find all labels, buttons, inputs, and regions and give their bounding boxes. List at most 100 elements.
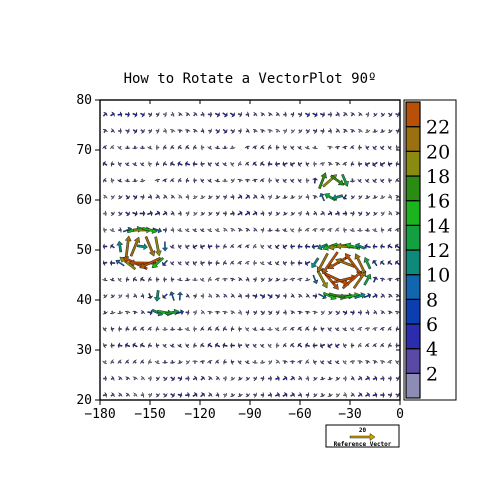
vector-arrow: [357, 342, 362, 348]
vector-arrow: [365, 211, 371, 216]
vector-arrow: [342, 327, 348, 331]
vector-arrow: [140, 293, 145, 299]
vector-arrow: [304, 145, 310, 150]
vector-arrow: [140, 376, 145, 381]
vector-arrow: [102, 360, 108, 365]
vector-arrow: [312, 342, 318, 349]
vector-arrow: [125, 111, 130, 118]
vector-arrow: [200, 211, 206, 216]
vector-arrow: [253, 376, 258, 382]
vector-arrow: [124, 235, 132, 258]
vector-arrow: [170, 210, 175, 216]
vector-arrow: [349, 327, 355, 332]
vector-arrow: [364, 327, 371, 331]
vector-arrow: [147, 194, 152, 200]
vector-arrow: [110, 161, 115, 167]
x-tick-label: −60: [288, 407, 311, 422]
y-tick-label: 20: [76, 393, 92, 408]
vector-arrow: [162, 210, 168, 217]
vector-arrow: [185, 360, 190, 365]
vector-arrow: [305, 392, 310, 398]
vector-arrow: [102, 277, 108, 282]
vector-arrow: [319, 228, 326, 232]
vector-arrow: [215, 211, 220, 217]
reference-vector-label: Reference Vector: [334, 441, 392, 448]
vector-arrow: [350, 392, 355, 397]
vector-arrow: [147, 309, 153, 316]
vector-arrow: [274, 244, 280, 250]
vector-arrow: [184, 228, 190, 232]
vector-arrow: [207, 243, 213, 250]
vector-arrow: [268, 360, 273, 365]
vector-arrow: [327, 393, 333, 397]
vector-arrow: [110, 342, 115, 349]
vector-arrow: [313, 359, 317, 365]
vector-arrow: [395, 112, 400, 118]
vector-arrow: [282, 326, 287, 331]
vector-arrow: [148, 276, 152, 282]
vector-arrow: [260, 277, 265, 282]
vector-arrow: [364, 228, 371, 232]
vector-arrow: [140, 342, 145, 349]
vector-arrow: [214, 178, 220, 183]
vector-arrow: [268, 177, 272, 184]
vector-arrow: [148, 359, 152, 365]
vector-arrow: [282, 375, 288, 382]
vector-arrow: [259, 360, 266, 364]
vector-arrow: [215, 342, 221, 349]
vector-arrow: [103, 343, 107, 349]
vector-arrow: [132, 210, 138, 217]
vector-arrow: [215, 195, 220, 200]
vector-arrow: [162, 259, 168, 266]
colorbar-swatches: [405, 101, 421, 399]
vector-arrow: [387, 243, 393, 250]
vector-arrow: [372, 276, 379, 283]
vector-arrow: [365, 161, 371, 168]
vector-arrow: [162, 241, 169, 252]
vector-arrow: [312, 195, 318, 199]
vector-arrow: [312, 128, 317, 134]
vector-arrow: [380, 129, 386, 133]
vector-arrow: [200, 326, 205, 332]
vector-arrow: [305, 177, 310, 184]
vector-arrow: [222, 162, 227, 167]
vector-arrow: [290, 343, 295, 348]
vector-arrow: [177, 392, 183, 398]
vector-arrow: [267, 392, 273, 398]
vector-arrow: [380, 375, 385, 382]
colorbar-swatch: [405, 224, 421, 251]
vector-arrow: [327, 359, 332, 365]
vector-arrow: [319, 111, 325, 118]
vector-arrow: [230, 326, 235, 332]
vector-arrow: [313, 161, 317, 167]
vector-arrow: [148, 342, 153, 348]
vector-arrow: [155, 194, 160, 199]
vector-arrow: [132, 310, 138, 315]
vector-arrow: [214, 162, 220, 167]
vector-arrow: [318, 293, 327, 300]
colorbar-label: 18: [426, 166, 450, 188]
vector-arrow: [387, 161, 393, 167]
vector-arrow: [133, 392, 138, 397]
vector-arrow: [305, 194, 310, 200]
vector-arrow: [245, 393, 250, 398]
vector-arrow: [335, 162, 341, 166]
vector-arrow: [290, 178, 295, 183]
vector-arrow: [387, 260, 393, 266]
vector-arrow: [252, 243, 257, 249]
vector-arrow: [102, 112, 108, 117]
vector-arrow: [327, 111, 333, 118]
vector-arrow: [357, 392, 363, 397]
vector-arrow: [357, 211, 363, 217]
vector-arrow: [267, 310, 273, 316]
vector-arrow: [193, 326, 197, 332]
vector-arrow: [207, 326, 212, 331]
vector-arrow: [185, 343, 190, 349]
vector-arrow: [267, 375, 273, 382]
vector-arrow: [110, 359, 115, 365]
vector-arrow: [230, 260, 235, 265]
vector-arrow: [343, 227, 347, 233]
vector-arrow: [311, 177, 319, 184]
vector-arrow: [320, 128, 325, 134]
vector-arrow: [343, 343, 347, 349]
